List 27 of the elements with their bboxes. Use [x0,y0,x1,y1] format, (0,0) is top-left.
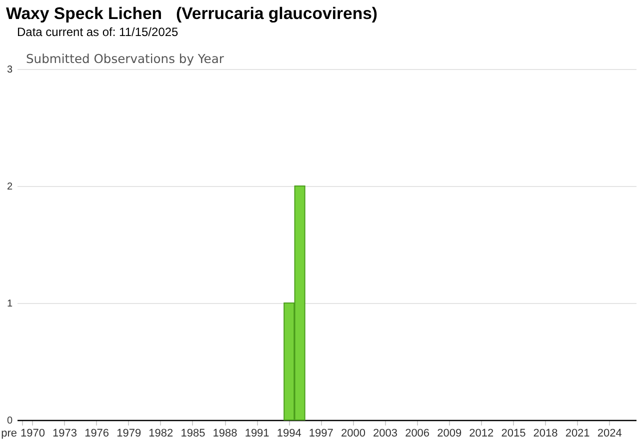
x-tick-label: 1973 [52,428,77,440]
x-tick-label: 1979 [116,428,142,440]
x-tick-label: 2012 [469,428,494,440]
y-tick-label: 3 [6,64,13,76]
x-tick-label: 1970 [20,428,45,440]
x-tick-label: 1976 [84,428,110,440]
y-tick-label: 2 [6,182,13,192]
x-tick-label: 1982 [148,428,174,440]
x-tick-label: 1988 [212,428,238,440]
x-tick-label: 1994 [276,428,302,440]
y-tick-label: 1 [6,298,13,310]
x-tick-label: 2003 [373,428,398,440]
x-tick-label: 2000 [340,428,366,440]
x-tick-label: 1991 [244,428,270,440]
text: Submitted Observations by Year [26,52,225,66]
x-tick-label: 2015 [501,428,526,440]
x-tick-label: 2006 [405,428,430,440]
x-tick-label: 2009 [437,428,462,440]
chart-title: Waxy Speck Lichen (Verrucaria glaucovirens) [6,4,378,23]
x-tick-label: 1985 [180,428,206,440]
x-tick-label: 1997 [308,428,334,440]
y-tick-label: 0 [6,416,13,426]
x-tick-label: 2018 [533,428,558,440]
x-tick-label: 2021 [565,428,590,440]
chart-subtitle: Data current as of: 11/15/2025 [17,25,179,39]
x-tick-label: pre [1,428,18,440]
x-tick-label: 2024 [597,428,622,440]
